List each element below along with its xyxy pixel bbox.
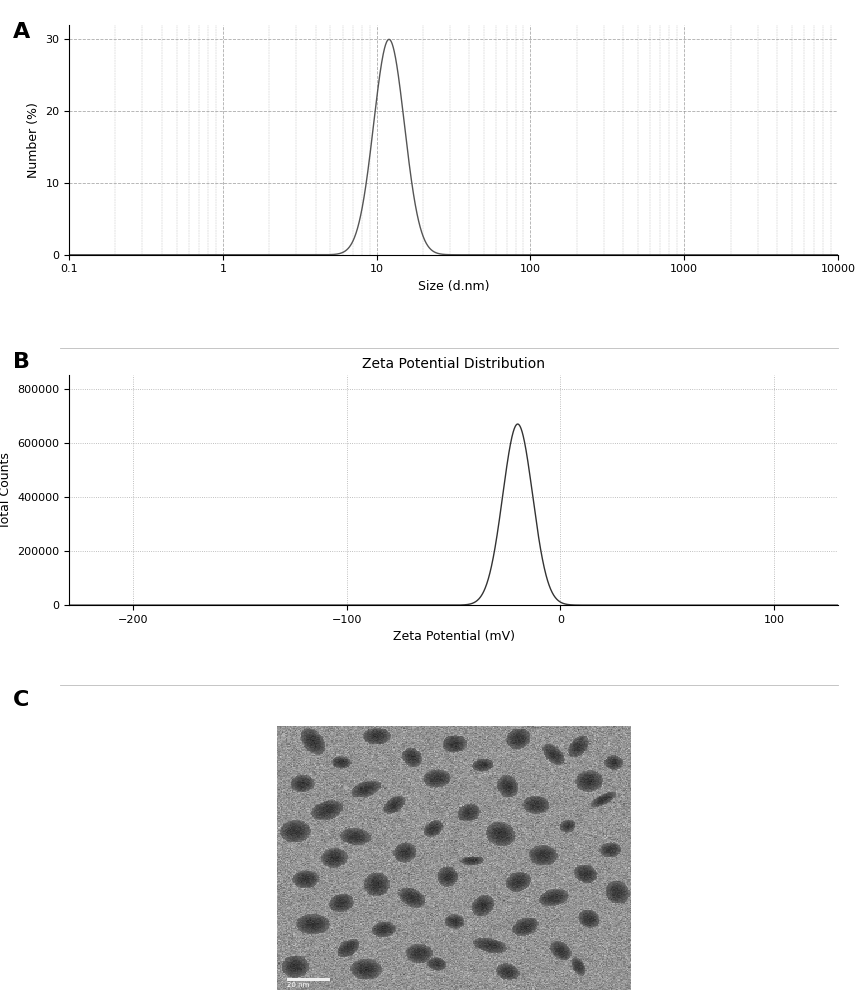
Text: C: C <box>13 690 29 710</box>
Y-axis label: Number (%): Number (%) <box>27 102 40 178</box>
Y-axis label: Total Counts: Total Counts <box>0 452 12 529</box>
Title: Zeta Potential Distribution: Zeta Potential Distribution <box>362 357 545 371</box>
X-axis label: Zeta Potential (mV): Zeta Potential (mV) <box>392 630 515 643</box>
Text: B: B <box>13 352 30 372</box>
Text: A: A <box>13 22 30 42</box>
X-axis label: Size (d.nm): Size (d.nm) <box>418 280 489 293</box>
